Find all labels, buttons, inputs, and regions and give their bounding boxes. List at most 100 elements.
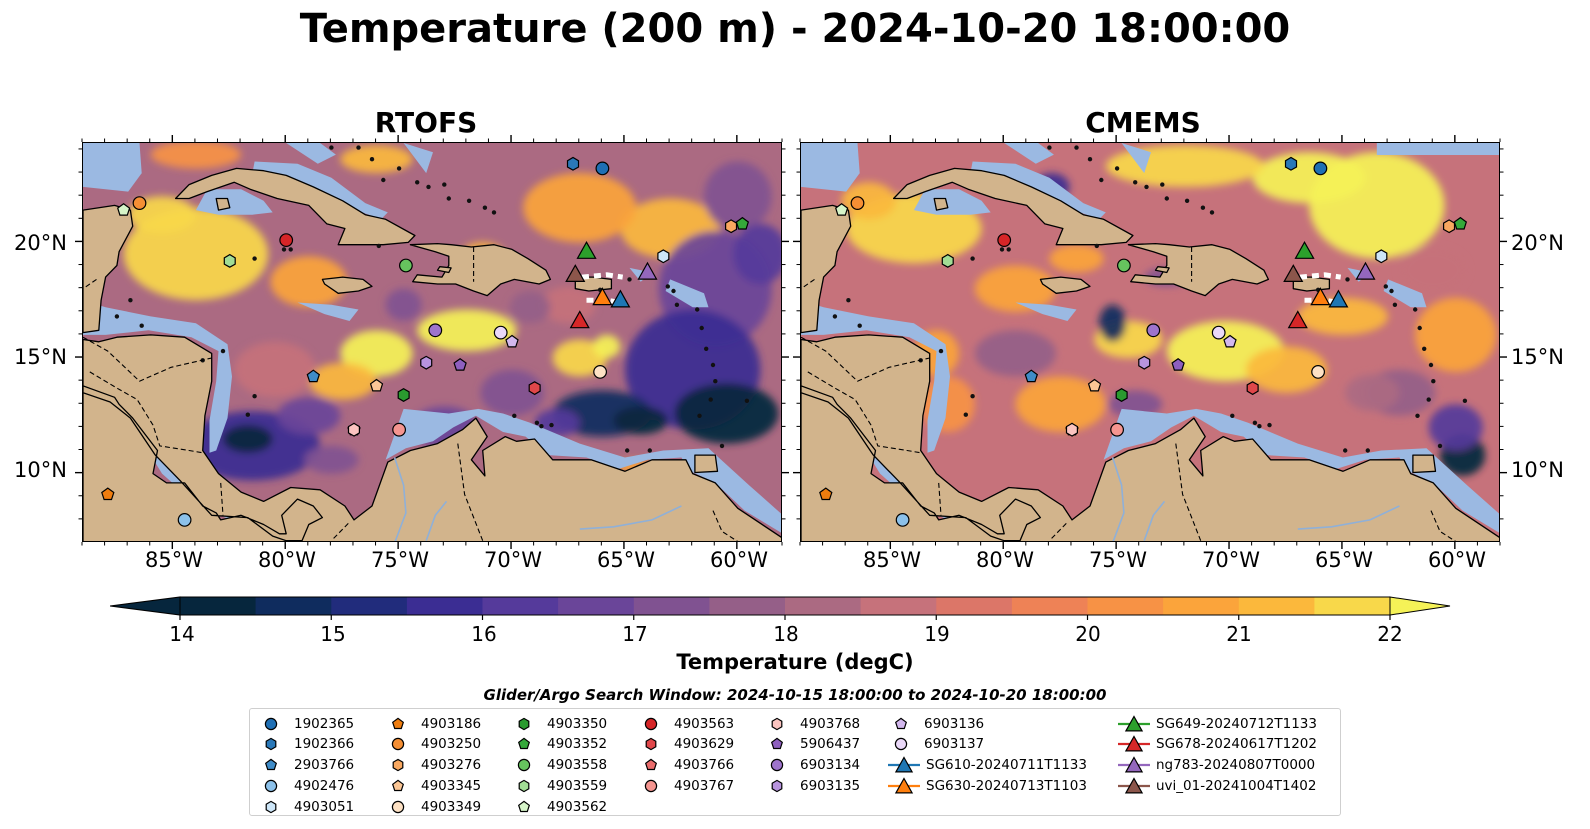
islet xyxy=(963,412,968,417)
islet xyxy=(1200,205,1206,210)
islet xyxy=(1267,422,1272,428)
legend-label: 4903767 xyxy=(674,777,735,794)
islet xyxy=(1160,182,1165,187)
triangle-marker-icon xyxy=(888,777,920,794)
obs-SG610-20240711T1133 xyxy=(610,289,631,308)
circle-marker-icon xyxy=(894,738,908,751)
circle-marker-icon xyxy=(264,717,278,730)
map-panel-rtofs[interactable] xyxy=(82,142,782,542)
islet xyxy=(1422,346,1427,351)
islet xyxy=(1257,424,1262,429)
legend-label: 4903558 xyxy=(547,757,608,774)
obs-1902366 xyxy=(566,156,580,171)
legend-label: 4903349 xyxy=(421,798,482,815)
lon-tick-cmems-65w: 65°W xyxy=(1315,548,1373,572)
islet xyxy=(625,448,630,453)
shallow-shelf xyxy=(403,143,433,174)
legend-entry: 1902366 xyxy=(256,734,354,755)
landmass-cuba xyxy=(174,167,416,246)
country-border xyxy=(1175,443,1202,541)
landmass-isleOfYouth xyxy=(933,197,949,211)
legend-marker xyxy=(517,800,531,812)
islet xyxy=(288,247,293,252)
obs-4903629 xyxy=(528,381,541,396)
islet xyxy=(426,184,431,190)
temperature-anomaly xyxy=(1345,374,1400,412)
legend-marker xyxy=(770,737,784,750)
islet xyxy=(1144,184,1149,190)
lon-tick-cmems-70w: 70°W xyxy=(1202,548,1260,572)
colorbar-extend-high xyxy=(1389,596,1451,616)
obs-6903137 xyxy=(493,325,508,340)
legend-label: 1902365 xyxy=(294,715,355,732)
legend-label: 4903186 xyxy=(421,715,482,732)
circle-marker-icon xyxy=(391,800,405,813)
legend-marker xyxy=(391,800,405,813)
country-border xyxy=(801,278,815,290)
temperature-anomaly xyxy=(974,265,1057,312)
obs-ng783-20240807T0000 xyxy=(637,261,658,280)
islet xyxy=(1074,145,1079,150)
legend-entry: 4903768 xyxy=(762,713,860,734)
river xyxy=(425,500,448,541)
colorbar-bin xyxy=(709,597,786,615)
legend-label: 1902366 xyxy=(294,736,355,753)
legend-entry: 4903349 xyxy=(383,796,481,817)
legend-label: 4903562 xyxy=(547,798,608,815)
islet xyxy=(970,394,975,399)
legend-marker xyxy=(644,779,658,793)
colorbar-bin xyxy=(1163,597,1240,615)
islet xyxy=(695,307,700,312)
legend-entry: 6903135 xyxy=(762,775,860,796)
islet xyxy=(139,323,144,328)
obs-6903134 xyxy=(428,323,443,338)
colorbar-bin xyxy=(255,597,332,615)
obs-SG649-20240712T1133 xyxy=(576,240,597,259)
islet xyxy=(1417,325,1422,331)
temperature-anomaly xyxy=(552,339,607,377)
pentagon-marker-icon xyxy=(770,737,784,750)
colorbar-tick-22: 22 xyxy=(1377,622,1403,646)
colorbar-bin xyxy=(482,597,559,615)
legend-entry: 4903186 xyxy=(383,713,481,734)
legend-label: 2903766 xyxy=(294,757,355,774)
obs-4902476 xyxy=(895,513,910,527)
legend-marker xyxy=(517,737,531,750)
legend-entry: 4903345 xyxy=(383,775,481,796)
islet xyxy=(415,180,420,185)
lon-tick-cmems-85w: 85°W xyxy=(863,548,921,572)
obs-6903134 xyxy=(1146,323,1161,338)
country-border xyxy=(1051,521,1068,539)
legend-label: 4903345 xyxy=(421,777,482,794)
islet xyxy=(1415,413,1420,418)
legend-marker xyxy=(894,738,908,751)
shallow-shelf xyxy=(665,279,709,308)
cmems-temperature-map[interactable] xyxy=(801,143,1500,542)
colorbar-bin xyxy=(331,597,408,615)
hexagon-marker-icon xyxy=(771,779,783,793)
rtofs-temperature-map[interactable] xyxy=(83,143,782,542)
country-border xyxy=(83,336,212,382)
legend-label: SG630-20240713T1103 xyxy=(926,777,1087,794)
legend-marker xyxy=(264,779,278,793)
temperature-anomaly xyxy=(385,288,422,321)
legend-entry: 4903559 xyxy=(509,775,607,796)
islet xyxy=(1365,448,1370,453)
lat-tick-left-20: 20°N xyxy=(14,231,67,255)
legend-entry: 4903766 xyxy=(636,755,734,776)
obs-4903349 xyxy=(1311,364,1325,379)
obs-4903563 xyxy=(997,233,1012,247)
islet xyxy=(1114,166,1120,171)
temperature-anomaly xyxy=(1428,404,1483,451)
map-panel-cmems[interactable] xyxy=(800,142,1500,542)
islet xyxy=(1345,277,1350,282)
shallow-shelf xyxy=(286,143,336,164)
legend-label: 4903350 xyxy=(547,715,608,732)
temperature-anomaly xyxy=(223,425,273,453)
islet xyxy=(1230,413,1235,418)
legend-marker xyxy=(1124,735,1144,752)
landmass-trinidad xyxy=(694,454,719,474)
obs-4903051 xyxy=(657,249,670,264)
legend-marker xyxy=(391,717,405,729)
obs-4903558 xyxy=(1117,258,1131,273)
